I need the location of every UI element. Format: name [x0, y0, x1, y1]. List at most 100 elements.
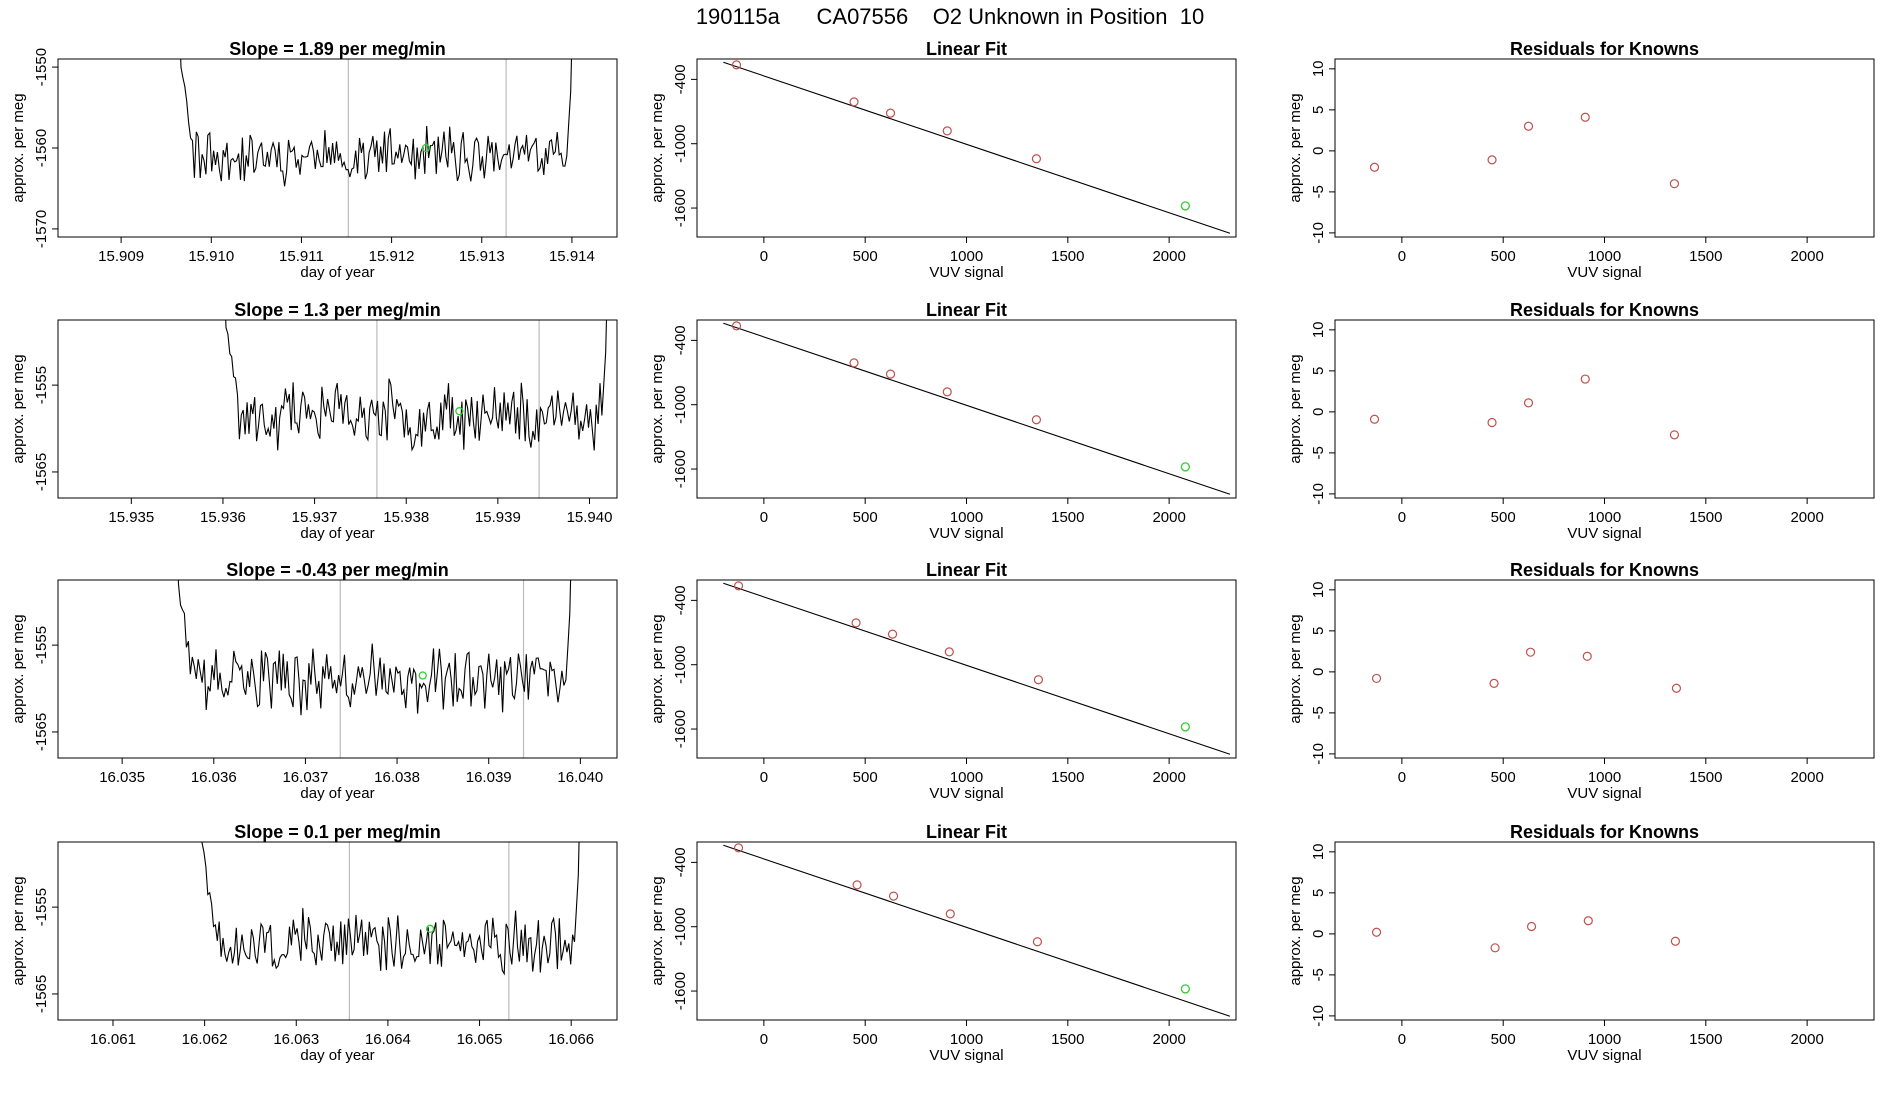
y-tick-label: 10 [1310, 60, 1327, 77]
residual-point [1669, 430, 1680, 440]
y-tick-label: -10 [1310, 222, 1327, 244]
x-tick-label: 15.911 [279, 248, 324, 265]
x-axis-label: VUV signal [1567, 264, 1641, 281]
chart-title: Residuals for Knowns [1510, 560, 1699, 580]
chart-panel-residuals-4: Residuals for Knowns 0 500 1000 1500 2000 10 5 0… [1287, 822, 1875, 1064]
chart-panel-timeseries-1: Slope = 1.89 per meg/min 15.909 15.910 15.9… [10, 39, 618, 281]
x-tick-label: 15.940 [567, 509, 613, 526]
fit-line [723, 844, 1231, 1017]
x-tick-label: 500 [853, 1031, 878, 1048]
chart-title: Slope = 1.3 per meg/min [234, 300, 441, 320]
chart-title: Residuals for Knowns [1510, 822, 1699, 842]
x-tick-label: 16.066 [548, 1031, 594, 1048]
x-tick-label: 0 [760, 509, 768, 526]
known-point [887, 629, 898, 639]
x-axis-label: VUV signal [1567, 1047, 1641, 1064]
x-tick-label: 500 [1491, 248, 1516, 265]
y-axis-label: approx. per meg [649, 876, 666, 985]
x-axis-label: VUV signal [1567, 785, 1641, 802]
x-axis-label: VUV signal [929, 264, 1003, 281]
known-point [851, 618, 861, 628]
y-tick-label: 5 [1310, 889, 1327, 897]
plot-frame [696, 319, 1237, 499]
chart-panel-fit-3: Linear Fit 0 500 1000 1500 2000 -400 -1000 -1600… [649, 560, 1237, 802]
y-tick-label: -1600 [672, 710, 689, 748]
plot-frame [696, 58, 1237, 238]
known-point [1032, 937, 1043, 947]
y-axis-label: approx. per meg [1287, 614, 1304, 723]
x-tick-label: 0 [1398, 769, 1406, 786]
x-tick-label: 1000 [950, 248, 983, 265]
y-axis-label: approx. per meg [1287, 876, 1304, 985]
y-tick-label: 0 [1310, 147, 1327, 155]
residual-point [1487, 155, 1497, 165]
y-tick-label: 10 [1310, 321, 1327, 338]
fit-line [723, 582, 1231, 755]
y-tick-label: 5 [1310, 106, 1327, 114]
known-point [731, 60, 742, 70]
y-tick-label: -5 [1310, 706, 1327, 719]
y-tick-label: -1550 [33, 48, 50, 86]
x-tick-label: 2000 [1790, 509, 1823, 526]
y-tick-label: -10 [1310, 743, 1327, 765]
residual-point [1369, 162, 1380, 172]
x-tick-label: 16.037 [282, 769, 328, 786]
known-point [945, 909, 955, 919]
plot-frame [1334, 319, 1875, 499]
plot-frame [57, 58, 618, 238]
y-tick-label: 10 [1310, 581, 1327, 598]
residual-point [1580, 112, 1590, 122]
y-tick-label: -5 [1310, 185, 1327, 198]
residual-point [1580, 374, 1590, 384]
y-tick-label: -1600 [672, 972, 689, 1010]
x-tick-label: 2000 [1152, 248, 1185, 265]
known-point [1031, 415, 1042, 425]
unknown-point [421, 143, 431, 153]
x-axis-label: day of year [300, 264, 374, 281]
x-tick-label: 16.036 [191, 769, 237, 786]
x-tick-label: 1500 [1051, 509, 1084, 526]
x-axis-label: VUV signal [1567, 525, 1641, 542]
plot-frame [57, 579, 618, 759]
x-tick-label: 15.937 [292, 509, 338, 526]
residual-point [1670, 936, 1681, 946]
known-point [944, 647, 954, 657]
x-tick-label: 16.039 [466, 769, 512, 786]
y-tick-label: 5 [1310, 367, 1327, 375]
x-tick-label: 2000 [1790, 248, 1823, 265]
y-axis-label: approx. per meg [10, 93, 27, 202]
x-tick-label: 500 [853, 509, 878, 526]
y-axis-label: approx. per meg [10, 876, 27, 985]
plot-frame [1334, 841, 1875, 1021]
y-tick-label: -1555 [33, 366, 50, 404]
y-tick-label: -1000 [672, 386, 689, 424]
x-tick-label: 16.040 [557, 769, 603, 786]
x-tick-label: 2000 [1790, 769, 1823, 786]
known-point [885, 369, 896, 379]
x-tick-label: 15.936 [200, 509, 246, 526]
residual-point [1371, 927, 1382, 937]
x-tick-label: 1500 [1689, 1031, 1722, 1048]
x-tick-label: 16.061 [90, 1031, 136, 1048]
y-tick-label: -10 [1310, 483, 1327, 505]
x-tick-label: 1500 [1689, 248, 1722, 265]
fit-line [723, 61, 1231, 234]
chart-title: Slope = 0.1 per meg/min [234, 822, 441, 842]
y-tick-label: -10 [1310, 1005, 1327, 1027]
y-tick-label: -5 [1310, 446, 1327, 459]
x-tick-label: 1000 [1588, 509, 1621, 526]
residual-point [1371, 673, 1382, 684]
x-tick-label: 2000 [1790, 1031, 1823, 1048]
x-axis-label: VUV signal [929, 525, 1003, 542]
y-tick-label: 0 [1310, 668, 1327, 676]
x-tick-label: 2000 [1152, 1031, 1185, 1048]
plot-frame [696, 841, 1237, 1021]
y-tick-label: -1565 [33, 453, 50, 491]
y-axis-label: approx. per meg [10, 354, 27, 463]
y-tick-label: -400 [672, 64, 689, 94]
x-tick-label: 16.035 [99, 769, 145, 786]
x-tick-label: 500 [1491, 509, 1516, 526]
x-axis-label: VUV signal [929, 1047, 1003, 1064]
